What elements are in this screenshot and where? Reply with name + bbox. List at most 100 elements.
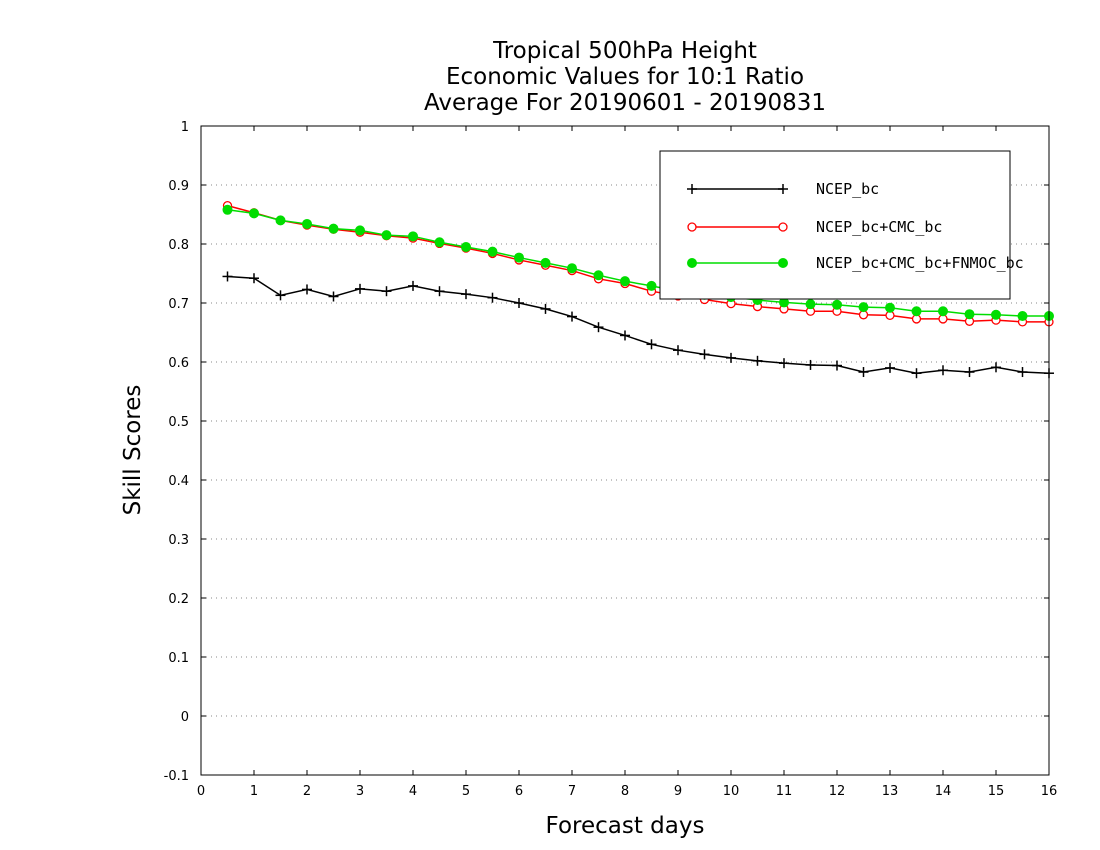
legend-marker <box>687 258 697 268</box>
data-point <box>858 302 869 313</box>
legend-marker <box>778 258 788 268</box>
legend: NCEP_bc NCEP_bc+CMC_bc NCEP_bc+CMC_bc+FNMO… <box>659 150 1024 300</box>
data-point <box>938 365 948 376</box>
data-point <box>991 309 1001 320</box>
data-point <box>1017 367 1028 378</box>
data-point <box>911 306 922 317</box>
data-point <box>461 289 471 300</box>
legend-marker <box>687 184 697 194</box>
legend-label: NCEP_bc+CMC_bc <box>816 218 942 236</box>
data-point <box>540 303 551 314</box>
y-tick-label: -0.1 <box>164 769 189 784</box>
data-point <box>991 362 1001 373</box>
data-point <box>249 273 259 284</box>
data-point <box>964 309 975 320</box>
data-point <box>911 368 922 379</box>
data-point <box>593 322 604 333</box>
data-point <box>461 241 471 252</box>
data-point <box>222 271 233 282</box>
data-point <box>381 230 392 241</box>
x-axis-label: Forecast days <box>546 813 705 839</box>
legend-label: NCEP_bc+CMC_bc+FNMOC_bc <box>816 254 1024 272</box>
x-tick-label: 10 <box>723 784 740 799</box>
data-point <box>487 246 498 257</box>
data-point <box>646 339 657 350</box>
data-point <box>805 359 816 370</box>
x-tick-label: 12 <box>829 784 846 799</box>
data-point <box>222 204 233 215</box>
x-tick-label: 6 <box>515 784 523 799</box>
data-point <box>540 257 551 268</box>
data-point <box>832 299 842 310</box>
y-axis-label: Skill Scores <box>120 385 146 516</box>
x-tick-label: 9 <box>674 784 682 799</box>
data-point <box>487 292 498 303</box>
x-tick-label: 5 <box>462 784 470 799</box>
data-point <box>620 330 630 341</box>
data-point <box>567 311 577 322</box>
y-tick-label: 0.7 <box>168 297 189 312</box>
data-point <box>779 358 789 369</box>
legend-entry: NCEP_bc+CMC_bc+FNMOC_bc <box>687 254 1024 272</box>
y-tick-label: 0.2 <box>168 592 189 607</box>
data-point <box>885 362 895 373</box>
data-point <box>514 298 524 308</box>
data-point <box>673 345 683 356</box>
data-point <box>567 263 577 274</box>
y-tick-label: 0.6 <box>168 356 189 371</box>
data-point <box>328 223 339 234</box>
legend-box <box>659 150 1011 300</box>
data-point <box>885 302 895 313</box>
x-tick-label: 3 <box>356 784 364 799</box>
data-point <box>620 276 630 287</box>
data-point <box>805 299 816 310</box>
x-tick-label: 7 <box>568 784 576 799</box>
x-tick-label: 16 <box>1041 784 1058 799</box>
data-point <box>328 291 339 302</box>
x-tick-label: 15 <box>988 784 1005 799</box>
chart-title-line-3: Average For 20190601 - 20190831 <box>424 90 826 116</box>
data-point <box>699 349 710 360</box>
legend-entry: NCEP_bc+CMC_bc <box>687 218 942 236</box>
legend-marker <box>778 222 788 232</box>
x-axis: 0 1 2 3 4 5 6 7 8 9 10 11 12 13 14 15 16 <box>197 126 1057 799</box>
data-point <box>964 367 975 378</box>
data-point <box>381 286 392 297</box>
data-point <box>355 225 365 236</box>
series-1 <box>222 271 1054 379</box>
data-point <box>514 252 524 263</box>
x-tick-label: 2 <box>303 784 311 799</box>
legend-entry: NCEP_bc <box>687 180 879 198</box>
data-point <box>434 237 445 248</box>
data-point <box>832 360 842 371</box>
data-point <box>408 280 418 291</box>
data-point <box>302 284 312 295</box>
chart-title-line-2: Economic Values for 10:1 Ratio <box>446 64 804 90</box>
data-point <box>646 280 657 291</box>
y-tick-label: 0.5 <box>168 415 189 430</box>
x-tick-label: 4 <box>409 784 417 799</box>
data-point <box>355 283 365 294</box>
data-point <box>1017 310 1028 321</box>
y-axis: -0.1 0 0.1 0.2 0.3 0.4 0.5 0.6 0.7 0.8 0.9 1 <box>164 120 1049 784</box>
y-tick-label: 0.8 <box>168 238 189 253</box>
x-tick-label: 14 <box>935 784 952 799</box>
legend-label: NCEP_bc <box>816 180 879 198</box>
y-tick-label: 0.9 <box>168 179 189 194</box>
data-point <box>752 355 763 366</box>
x-tick-label: 8 <box>621 784 629 799</box>
y-tick-label: 0.1 <box>168 651 189 666</box>
y-tick-label: 0.4 <box>168 474 189 489</box>
data-point <box>275 215 286 226</box>
data-point <box>249 208 259 219</box>
x-tick-label: 13 <box>882 784 899 799</box>
data-point <box>408 231 418 242</box>
x-tick-label: 11 <box>776 784 793 799</box>
data-point <box>434 286 445 297</box>
x-tick-label: 1 <box>250 784 258 799</box>
y-tick-label: 0.3 <box>168 533 189 548</box>
y-tick-label: 0 <box>181 710 189 725</box>
chart-title-line-1: Tropical 500hPa Height <box>492 38 757 64</box>
legend-marker <box>687 222 697 232</box>
